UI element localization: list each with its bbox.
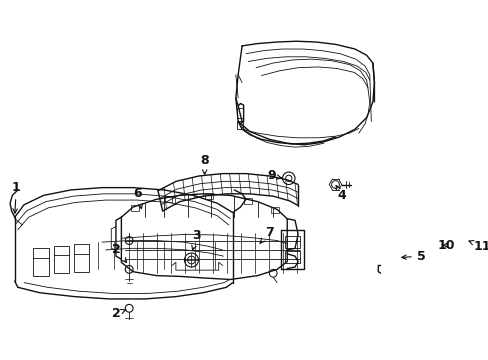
Bar (164, 196, 172, 202)
Text: 7: 7 (260, 226, 273, 243)
Text: 6: 6 (133, 187, 142, 209)
Bar (130, 205, 138, 211)
Text: 9: 9 (267, 170, 281, 183)
Bar (236, 108, 243, 117)
Text: 10: 10 (436, 239, 454, 252)
Bar (33, 248, 49, 276)
Bar (408, 236, 441, 255)
Bar (236, 121, 243, 129)
Bar (205, 193, 213, 199)
Bar (54, 246, 69, 273)
Bar (244, 198, 252, 204)
Text: 3: 3 (191, 229, 201, 250)
Text: 2: 2 (111, 243, 126, 262)
Text: 8: 8 (200, 154, 208, 174)
Text: 11: 11 (468, 239, 488, 252)
Text: 5: 5 (401, 249, 425, 263)
Bar (285, 252, 300, 263)
Text: 2: 2 (111, 307, 125, 320)
Bar (270, 207, 278, 213)
Text: 4: 4 (335, 185, 346, 202)
Text: 1: 1 (12, 181, 20, 213)
Bar (285, 236, 300, 248)
Bar (74, 244, 89, 272)
